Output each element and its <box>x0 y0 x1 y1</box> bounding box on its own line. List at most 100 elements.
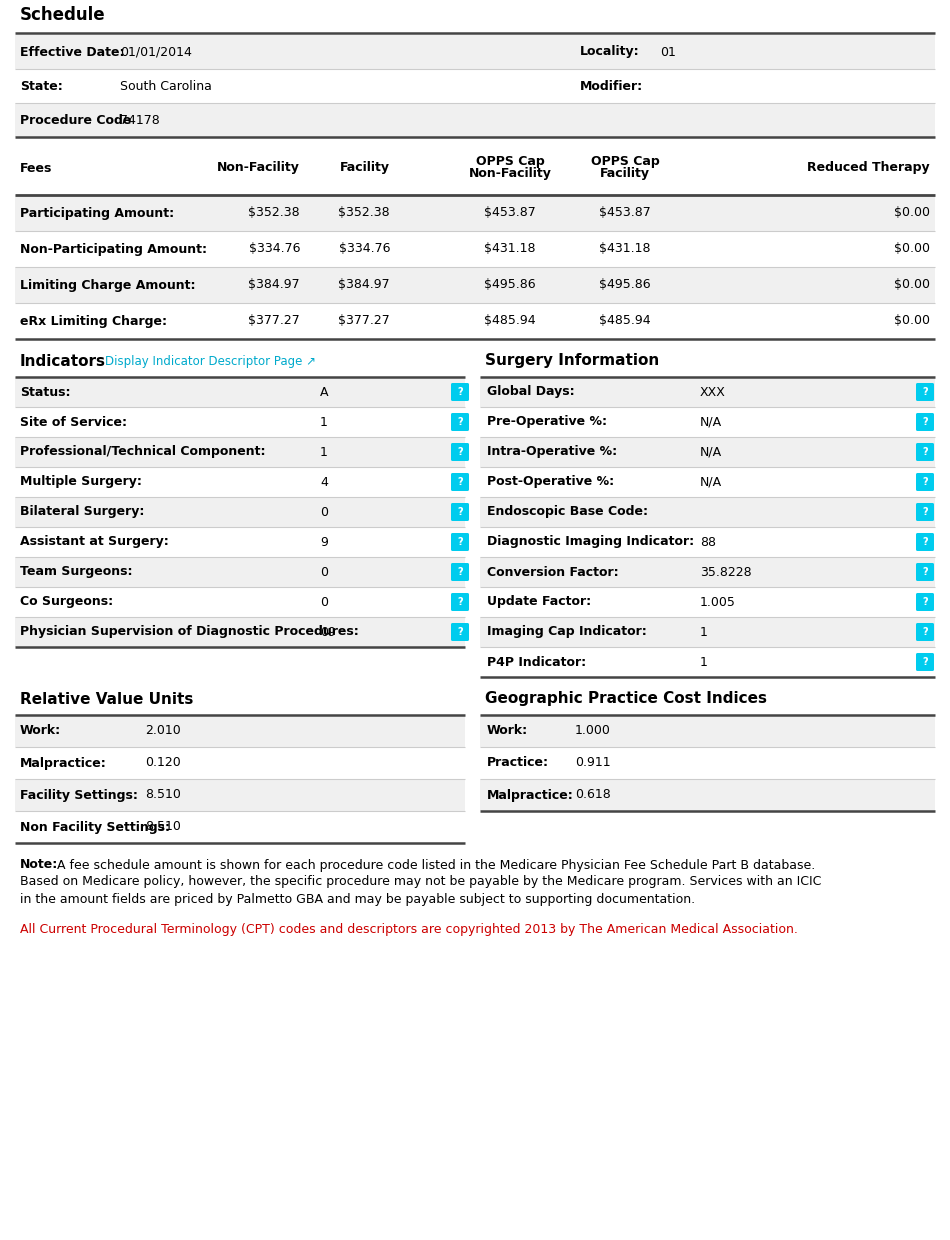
Text: ?: ? <box>922 596 928 608</box>
Text: Malpractice:: Malpractice: <box>20 756 106 770</box>
Text: Co Surgeons:: Co Surgeons: <box>20 595 113 609</box>
FancyBboxPatch shape <box>916 443 934 461</box>
Text: ?: ? <box>457 417 463 427</box>
Text: $453.87: $453.87 <box>484 207 536 219</box>
Text: 0: 0 <box>320 595 328 609</box>
Text: ?: ? <box>922 657 928 667</box>
Text: $377.27: $377.27 <box>338 315 390 327</box>
Text: $352.38: $352.38 <box>248 207 300 219</box>
Text: Pre-Operative %:: Pre-Operative %: <box>487 415 607 429</box>
Text: ?: ? <box>457 537 463 547</box>
Bar <box>480 618 935 647</box>
FancyBboxPatch shape <box>451 503 469 521</box>
FancyBboxPatch shape <box>916 653 934 671</box>
FancyBboxPatch shape <box>916 533 934 551</box>
Text: Endoscopic Base Code:: Endoscopic Base Code: <box>487 506 648 518</box>
Text: 01/01/2014: 01/01/2014 <box>120 46 192 58</box>
Text: ?: ? <box>457 387 463 397</box>
Text: ?: ? <box>457 477 463 487</box>
Text: Intra-Operative %:: Intra-Operative %: <box>487 445 618 459</box>
Text: Display Indicator Descriptor Page ↗: Display Indicator Descriptor Page ↗ <box>105 355 316 367</box>
Text: Based on Medicare policy, however, the specific procedure may not be payable by : Based on Medicare policy, however, the s… <box>20 875 822 889</box>
Text: $384.97: $384.97 <box>248 279 300 291</box>
Text: A fee schedule amount is shown for each procedure code listed in the Medicare Ph: A fee schedule amount is shown for each … <box>57 858 815 872</box>
Bar <box>15 715 465 746</box>
Text: Physician Supervision of Diagnostic Procedures:: Physician Supervision of Diagnostic Proc… <box>20 625 359 639</box>
Text: 0.120: 0.120 <box>145 756 180 770</box>
Text: 9: 9 <box>320 536 328 548</box>
Bar <box>15 436 465 467</box>
Text: ?: ? <box>922 387 928 397</box>
Text: ?: ? <box>457 567 463 577</box>
Text: Conversion Factor:: Conversion Factor: <box>487 565 618 579</box>
Text: ?: ? <box>457 507 463 517</box>
FancyBboxPatch shape <box>451 443 469 461</box>
Text: Non-Facility: Non-Facility <box>468 167 551 181</box>
Text: Relative Value Units: Relative Value Units <box>20 692 194 707</box>
FancyBboxPatch shape <box>451 383 469 401</box>
Text: P4P Indicator:: P4P Indicator: <box>487 656 586 668</box>
Bar <box>15 303 935 339</box>
Bar <box>480 407 935 436</box>
Bar <box>480 647 935 677</box>
Text: XXX: XXX <box>700 386 726 398</box>
Text: ?: ? <box>922 477 928 487</box>
Text: $0.00: $0.00 <box>894 315 930 327</box>
Bar <box>480 557 935 587</box>
Text: 1.000: 1.000 <box>575 724 611 738</box>
Text: ?: ? <box>457 446 463 458</box>
Text: Reduced Therapy: Reduced Therapy <box>808 161 930 175</box>
Bar <box>480 587 935 618</box>
Text: Global Days:: Global Days: <box>487 386 575 398</box>
Bar <box>15 231 935 267</box>
Text: Procedure Code: Procedure Code <box>20 114 131 126</box>
Text: Limiting Charge Amount:: Limiting Charge Amount: <box>20 279 196 291</box>
FancyBboxPatch shape <box>451 472 469 491</box>
Text: Update Factor:: Update Factor: <box>487 595 591 609</box>
Bar <box>15 69 935 103</box>
Text: Diagnostic Imaging Indicator:: Diagnostic Imaging Indicator: <box>487 536 694 548</box>
Text: $495.86: $495.86 <box>599 279 651 291</box>
FancyBboxPatch shape <box>916 472 934 491</box>
Text: ?: ? <box>457 596 463 608</box>
FancyBboxPatch shape <box>451 593 469 611</box>
Text: OPPS Cap: OPPS Cap <box>591 155 659 169</box>
Bar <box>15 557 465 587</box>
Bar <box>15 377 465 407</box>
Text: Multiple Surgery:: Multiple Surgery: <box>20 475 142 489</box>
Text: Indicators: Indicators <box>20 353 106 368</box>
Text: 0: 0 <box>320 565 328 579</box>
Bar <box>15 587 465 618</box>
Text: $384.97: $384.97 <box>338 279 390 291</box>
Text: Facility: Facility <box>340 161 390 175</box>
Bar <box>15 35 935 69</box>
Text: 2.010: 2.010 <box>145 724 180 738</box>
Bar <box>15 103 935 136</box>
Bar <box>480 746 935 779</box>
Text: All Current Procedural Terminology (CPT) codes and descriptors are copyrighted 2: All Current Procedural Terminology (CPT)… <box>20 923 798 936</box>
FancyBboxPatch shape <box>451 622 469 641</box>
Text: ?: ? <box>922 507 928 517</box>
Text: Work:: Work: <box>487 724 528 738</box>
Text: N/A: N/A <box>700 415 722 429</box>
FancyBboxPatch shape <box>916 383 934 401</box>
Bar <box>15 407 465 436</box>
Text: $431.18: $431.18 <box>599 243 651 255</box>
Text: $0.00: $0.00 <box>894 243 930 255</box>
Text: 01: 01 <box>660 46 675 58</box>
Text: Non Facility Settings:: Non Facility Settings: <box>20 821 170 833</box>
Text: Work:: Work: <box>20 724 61 738</box>
Text: Fees: Fees <box>20 161 52 175</box>
FancyBboxPatch shape <box>451 533 469 551</box>
Text: 1.005: 1.005 <box>700 595 736 609</box>
Text: Non-Participating Amount:: Non-Participating Amount: <box>20 243 207 255</box>
Text: 88: 88 <box>700 536 716 548</box>
Bar <box>480 436 935 467</box>
FancyBboxPatch shape <box>451 413 469 432</box>
Text: Malpractice:: Malpractice: <box>487 789 574 801</box>
Text: Facility Settings:: Facility Settings: <box>20 789 138 801</box>
Text: 0.618: 0.618 <box>575 789 611 801</box>
FancyBboxPatch shape <box>916 413 934 432</box>
Bar <box>15 811 465 843</box>
Text: $334.76: $334.76 <box>249 243 300 255</box>
